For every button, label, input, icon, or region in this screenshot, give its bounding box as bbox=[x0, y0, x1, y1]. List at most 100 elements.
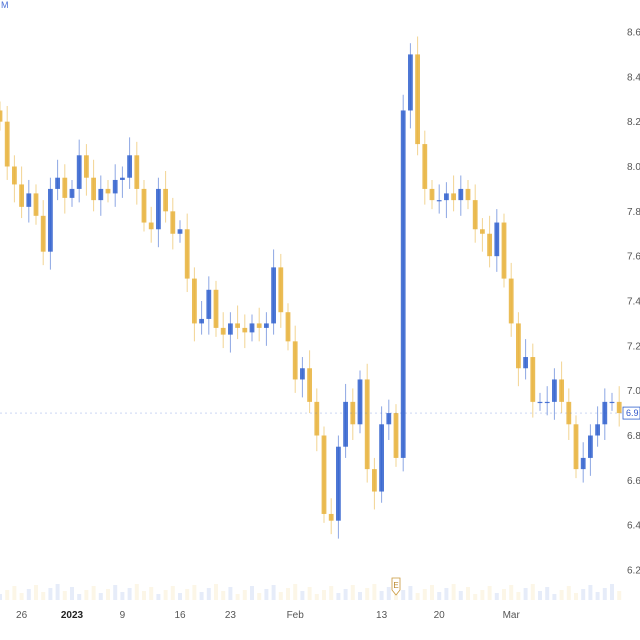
volume-bar bbox=[5, 590, 10, 600]
candle-body bbox=[487, 233, 492, 257]
x-tick-label: Feb bbox=[287, 610, 305, 621]
volume-bar bbox=[271, 585, 276, 600]
candle-body bbox=[444, 193, 449, 201]
volume-bar bbox=[221, 591, 226, 600]
candle-body bbox=[328, 513, 334, 521]
candle-body bbox=[242, 327, 248, 333]
y-tick-label: 7.0 bbox=[627, 386, 640, 397]
volume-bar bbox=[178, 593, 182, 600]
volume-bar bbox=[300, 591, 305, 600]
volume-bar bbox=[307, 587, 312, 600]
volume-bar bbox=[617, 591, 622, 600]
candle-body bbox=[26, 193, 32, 207]
candle-body bbox=[321, 435, 327, 514]
volume-bar bbox=[62, 591, 67, 600]
candle-body bbox=[264, 323, 269, 328]
volume-bar bbox=[509, 585, 514, 600]
candle-body bbox=[415, 54, 420, 145]
candle-body bbox=[213, 289, 219, 328]
volume-bar bbox=[26, 589, 31, 600]
volume-bar bbox=[559, 590, 564, 600]
candle-body bbox=[292, 341, 298, 380]
candle-body bbox=[112, 179, 118, 194]
y-tick-label: 8.0 bbox=[627, 162, 640, 173]
x-tick-label: 2023 bbox=[61, 610, 84, 621]
candle-body bbox=[91, 177, 96, 201]
volume-bar bbox=[451, 584, 456, 600]
earnings-marker[interactable] bbox=[391, 577, 401, 596]
volume-bar bbox=[70, 587, 74, 600]
volume-bar bbox=[329, 586, 334, 600]
volume-bar bbox=[538, 591, 542, 600]
candle-body bbox=[364, 379, 370, 470]
chart-overlays: M 6.9 E bbox=[0, 0, 640, 596]
candle-body bbox=[451, 193, 456, 201]
volume-bar bbox=[372, 584, 377, 600]
candle-body bbox=[285, 312, 291, 342]
volume-bar bbox=[228, 587, 233, 600]
candle-body bbox=[127, 155, 132, 178]
candle-body bbox=[134, 155, 140, 189]
candle-body bbox=[48, 188, 53, 252]
candle-body bbox=[307, 368, 312, 402]
volume-bar bbox=[106, 589, 110, 600]
volume-bar bbox=[286, 588, 290, 600]
candle-body bbox=[76, 155, 82, 189]
x-tick-label: 23 bbox=[225, 610, 237, 621]
y-tick-label: 7.2 bbox=[627, 341, 640, 352]
candle-body bbox=[256, 323, 262, 328]
x-tick-label: 13 bbox=[376, 610, 388, 621]
candle-body bbox=[566, 401, 572, 425]
volume-bar bbox=[502, 589, 506, 600]
candle-body bbox=[192, 278, 197, 324]
volume-bar bbox=[437, 592, 442, 600]
candle-body bbox=[84, 155, 89, 178]
volume-bar bbox=[199, 592, 204, 600]
volume-bar bbox=[473, 594, 478, 600]
volume-bar bbox=[480, 590, 485, 600]
volume-bar bbox=[134, 584, 139, 600]
y-tick-label: 8.6 bbox=[627, 28, 640, 39]
volume-bar bbox=[343, 589, 348, 600]
earnings-marker-label: E bbox=[393, 581, 398, 590]
volume-bar bbox=[214, 584, 218, 600]
candle-body bbox=[458, 188, 464, 201]
candle-body bbox=[602, 401, 608, 425]
candle-body bbox=[228, 323, 233, 335]
candle-body bbox=[19, 184, 24, 207]
volume-bar bbox=[350, 585, 355, 600]
candle-body bbox=[4, 121, 10, 167]
volume-bar bbox=[394, 594, 398, 600]
last-price-tag bbox=[622, 406, 640, 420]
volume-bar bbox=[415, 593, 420, 600]
volume-bar bbox=[408, 586, 413, 600]
volume-bar bbox=[185, 589, 190, 600]
candle-body bbox=[343, 401, 348, 447]
candle-body bbox=[62, 177, 68, 198]
volume-bar bbox=[206, 588, 211, 600]
volume-bar bbox=[523, 588, 528, 600]
volume-bar bbox=[336, 593, 341, 600]
volume-bar bbox=[487, 586, 492, 600]
volume-bar bbox=[574, 593, 578, 600]
candle-body bbox=[184, 229, 190, 279]
volume-bar bbox=[48, 588, 53, 600]
corner-label: M bbox=[1, 0, 9, 10]
y-tick-label: 7.8 bbox=[627, 207, 640, 218]
x-tick-label: 20 bbox=[434, 610, 446, 621]
candle-body bbox=[400, 110, 406, 458]
candle-body bbox=[69, 188, 75, 198]
volume-bar bbox=[77, 594, 82, 600]
volume-bar bbox=[278, 592, 283, 600]
volume-bar bbox=[516, 592, 521, 600]
volume-bar bbox=[530, 584, 535, 600]
candle-body bbox=[278, 267, 284, 313]
candle-body bbox=[148, 222, 154, 230]
volume-bar bbox=[98, 593, 103, 600]
volume-bar bbox=[235, 594, 240, 600]
candle-body bbox=[350, 401, 356, 425]
candle-body bbox=[516, 323, 521, 369]
y-tick-label: 6.4 bbox=[627, 521, 640, 532]
